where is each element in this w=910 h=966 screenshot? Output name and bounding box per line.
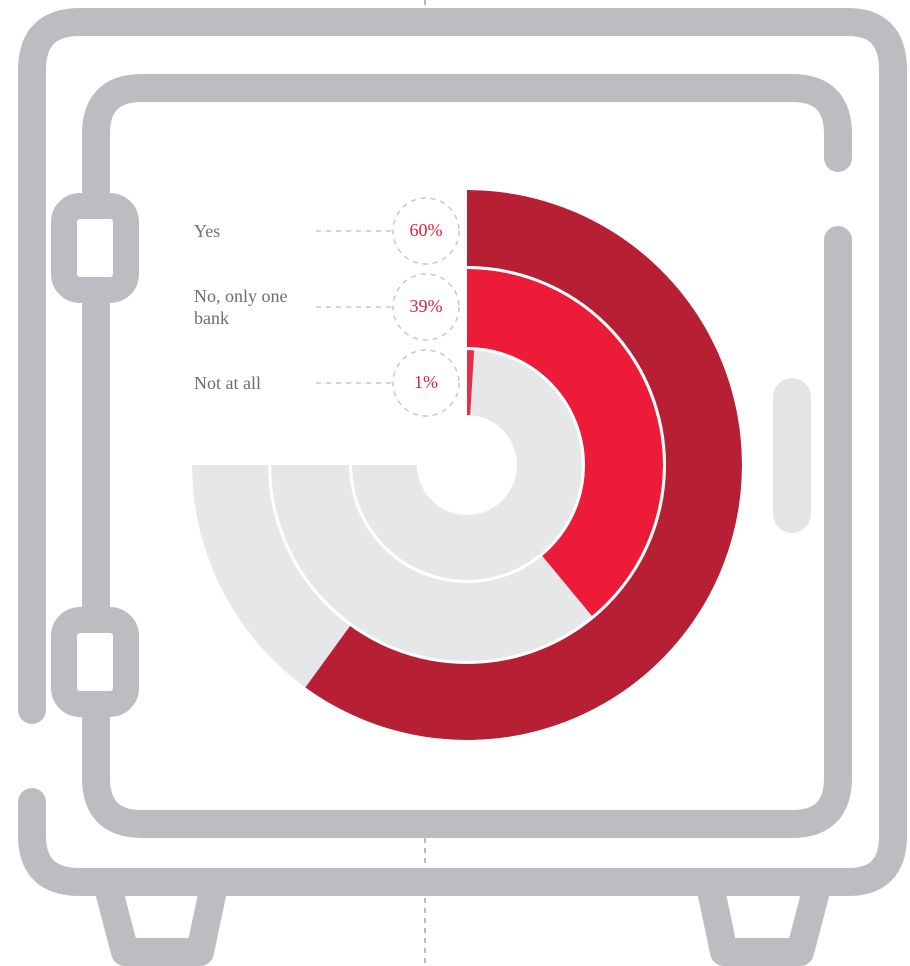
radial-chart (189, 187, 745, 743)
safe-door (82, 74, 852, 838)
ring-gap (189, 187, 745, 743)
category-label: Not at all (194, 373, 261, 393)
value-label: 39% (409, 296, 443, 316)
ring-bar (467, 349, 475, 416)
value-label: 1% (414, 372, 438, 392)
category-label: Yes (194, 221, 221, 241)
label-circle (392, 349, 460, 417)
handle (773, 378, 811, 533)
safe-foot (96, 881, 226, 966)
ring-gap (268, 266, 666, 664)
hinge (51, 193, 139, 303)
category-label: No, only one bank (194, 286, 288, 328)
safe-body (18, 8, 907, 896)
ring-track (352, 350, 582, 580)
hinge (51, 607, 139, 717)
safe-foot (698, 881, 829, 966)
ring-bar (467, 269, 663, 617)
label-circle (392, 273, 460, 341)
value-label: 60% (409, 220, 443, 240)
label-circle (392, 197, 460, 265)
ring-bar (305, 190, 742, 741)
ring-gap (349, 347, 585, 583)
